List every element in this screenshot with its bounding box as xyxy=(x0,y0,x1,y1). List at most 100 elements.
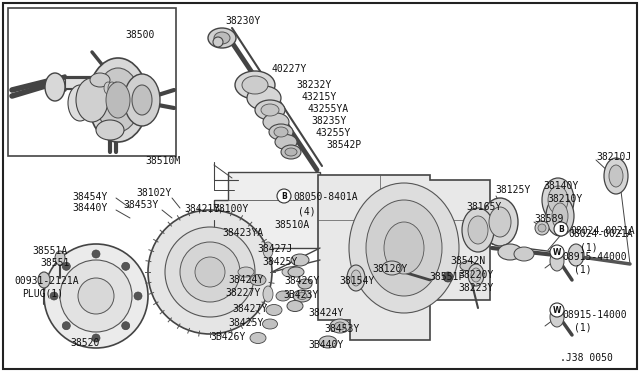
Text: W: W xyxy=(553,248,561,257)
Ellipse shape xyxy=(76,78,108,122)
Text: 43255Y: 43255Y xyxy=(316,128,351,138)
Text: 38500: 38500 xyxy=(125,30,154,40)
Ellipse shape xyxy=(235,71,275,99)
Circle shape xyxy=(443,272,453,282)
Bar xyxy=(8,8,176,156)
Text: 38551F: 38551F xyxy=(429,272,464,282)
Ellipse shape xyxy=(351,270,361,286)
Ellipse shape xyxy=(96,120,124,140)
Ellipse shape xyxy=(609,165,623,187)
Ellipse shape xyxy=(382,261,402,275)
Ellipse shape xyxy=(112,82,120,94)
Text: 38210J: 38210J xyxy=(596,152,631,162)
Ellipse shape xyxy=(208,28,236,48)
Ellipse shape xyxy=(298,279,312,289)
Ellipse shape xyxy=(285,148,297,156)
Text: 38100Y: 38100Y xyxy=(213,204,248,214)
Ellipse shape xyxy=(38,272,50,288)
Ellipse shape xyxy=(291,254,309,266)
Ellipse shape xyxy=(274,127,288,137)
Circle shape xyxy=(44,244,148,348)
Ellipse shape xyxy=(281,145,301,159)
Ellipse shape xyxy=(96,68,140,132)
Text: 43255YA: 43255YA xyxy=(308,104,349,114)
Ellipse shape xyxy=(335,322,346,330)
Circle shape xyxy=(122,262,130,270)
Text: 38120Y: 38120Y xyxy=(372,264,407,274)
Text: 38423YA: 38423YA xyxy=(222,228,263,238)
Circle shape xyxy=(134,292,142,300)
Text: (1): (1) xyxy=(574,265,591,275)
Text: B: B xyxy=(281,192,287,201)
Ellipse shape xyxy=(498,244,522,260)
Text: 38542P: 38542P xyxy=(326,140,361,150)
Ellipse shape xyxy=(108,82,116,94)
Text: 38551: 38551 xyxy=(40,258,69,268)
Text: 38542N: 38542N xyxy=(450,256,485,266)
Circle shape xyxy=(60,260,132,332)
Text: 3B426Y: 3B426Y xyxy=(210,332,245,342)
Text: 38102Y: 38102Y xyxy=(136,188,172,198)
Text: 38125Y: 38125Y xyxy=(495,185,531,195)
Circle shape xyxy=(78,278,114,314)
Ellipse shape xyxy=(471,268,481,282)
Text: 38427J: 38427J xyxy=(257,244,292,254)
Ellipse shape xyxy=(548,186,568,214)
Ellipse shape xyxy=(275,135,297,150)
Ellipse shape xyxy=(482,198,518,246)
Ellipse shape xyxy=(106,82,130,118)
Bar xyxy=(65,78,105,88)
Circle shape xyxy=(62,322,70,330)
Ellipse shape xyxy=(542,178,574,222)
Ellipse shape xyxy=(214,32,230,44)
Text: (4): (4) xyxy=(298,206,316,216)
Ellipse shape xyxy=(263,113,289,131)
Text: 08024-0021A: 08024-0021A xyxy=(568,229,632,239)
Text: 38235Y: 38235Y xyxy=(311,116,346,126)
Text: 38453Y: 38453Y xyxy=(123,200,158,210)
Ellipse shape xyxy=(489,207,511,237)
Ellipse shape xyxy=(45,73,65,101)
Ellipse shape xyxy=(250,333,266,343)
Ellipse shape xyxy=(263,286,273,302)
Ellipse shape xyxy=(250,275,266,285)
Text: 3B423Y: 3B423Y xyxy=(283,290,318,300)
Text: 3B440Y: 3B440Y xyxy=(308,340,343,350)
Circle shape xyxy=(50,292,58,300)
Ellipse shape xyxy=(68,85,92,121)
Text: 38425Y: 38425Y xyxy=(262,257,297,267)
Ellipse shape xyxy=(242,76,268,94)
Circle shape xyxy=(148,210,272,334)
Circle shape xyxy=(550,245,564,259)
Ellipse shape xyxy=(238,267,254,277)
Text: 08024-0021A: 08024-0021A xyxy=(570,226,635,236)
Text: 00931-2121A: 00931-2121A xyxy=(14,276,79,286)
Ellipse shape xyxy=(247,86,281,110)
Circle shape xyxy=(213,37,223,47)
Text: 38440Y: 38440Y xyxy=(72,203,108,213)
Text: 38589: 38589 xyxy=(534,214,563,224)
Ellipse shape xyxy=(88,58,148,142)
Circle shape xyxy=(195,257,225,287)
Ellipse shape xyxy=(293,290,311,302)
Text: W: W xyxy=(553,306,561,315)
Ellipse shape xyxy=(297,292,307,299)
Text: 38140Y: 38140Y xyxy=(543,181,579,191)
Ellipse shape xyxy=(55,251,65,265)
Circle shape xyxy=(165,227,255,317)
Text: 38424Y: 38424Y xyxy=(308,308,343,318)
Text: 38427Y: 38427Y xyxy=(232,304,268,314)
Text: 38426Y: 38426Y xyxy=(284,276,319,286)
Text: 38510A: 38510A xyxy=(274,220,309,230)
Ellipse shape xyxy=(104,82,112,94)
Ellipse shape xyxy=(282,267,298,277)
Ellipse shape xyxy=(550,307,564,327)
Text: 40227Y: 40227Y xyxy=(272,64,307,74)
Ellipse shape xyxy=(462,208,494,252)
Ellipse shape xyxy=(514,247,534,261)
Ellipse shape xyxy=(366,200,442,296)
Polygon shape xyxy=(318,175,490,340)
Ellipse shape xyxy=(255,100,285,120)
Circle shape xyxy=(538,224,546,232)
Ellipse shape xyxy=(347,265,365,291)
